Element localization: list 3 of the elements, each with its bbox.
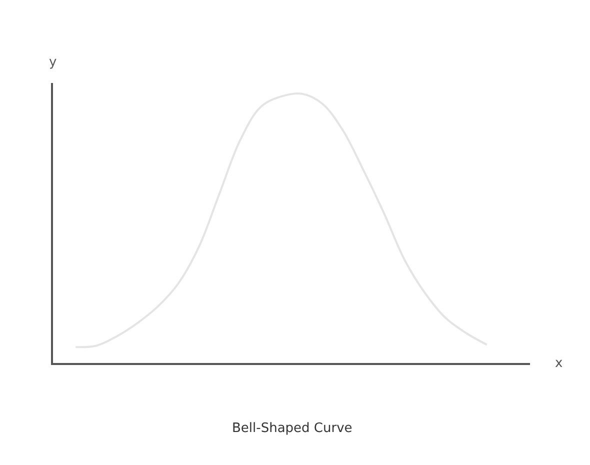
x-axis-title: x <box>555 356 563 371</box>
text: Bell-Shaped Curve <box>232 421 352 436</box>
y-axis-title: y <box>49 55 57 70</box>
